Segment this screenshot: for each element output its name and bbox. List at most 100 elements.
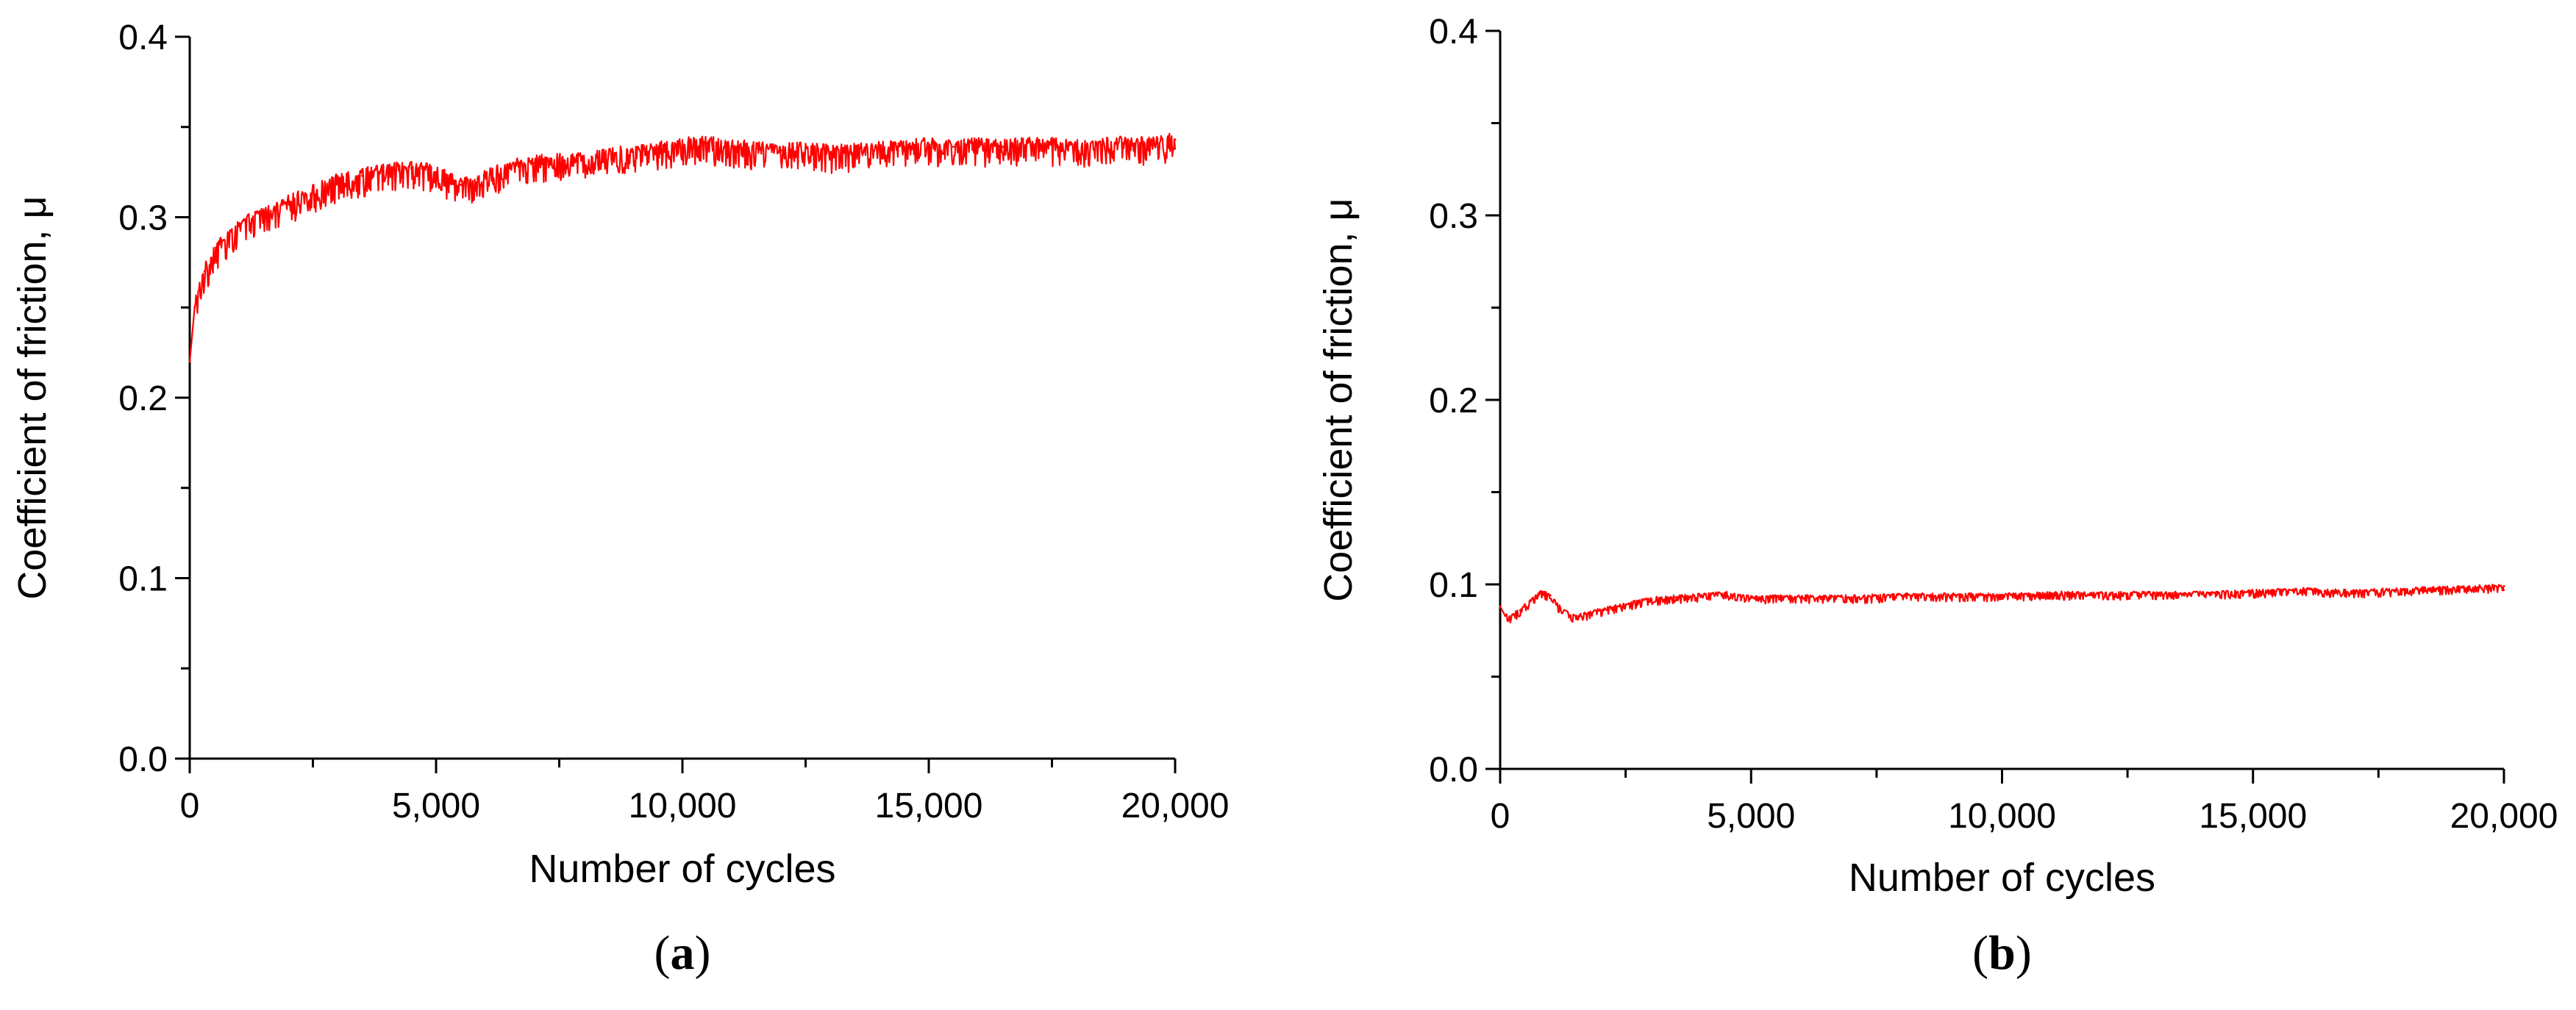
y-tick-label: 0.1 bbox=[118, 560, 168, 599]
chart-panel-b: 0 5,000 10,000 15,000 20,000 0.0 0.1 0.2 0.3 0.4 N… bbox=[1316, 12, 2558, 980]
x-tick-label: 20,000 bbox=[2450, 797, 2558, 836]
panel-label: (b) bbox=[1972, 926, 2032, 980]
x-tick-label: 15,000 bbox=[875, 787, 983, 825]
data-point bbox=[1539, 590, 1542, 593]
panel-label: (a) bbox=[654, 926, 711, 980]
data-point bbox=[218, 243, 221, 246]
data-point bbox=[2151, 592, 2154, 595]
data-point bbox=[632, 151, 635, 154]
data-point bbox=[1509, 616, 1512, 619]
data-point bbox=[533, 162, 536, 165]
data-point bbox=[779, 149, 782, 152]
data-point bbox=[1569, 615, 1572, 617]
data-point bbox=[903, 146, 905, 148]
data-point bbox=[854, 149, 856, 152]
x-tick-label: 0 bbox=[1491, 797, 1510, 836]
y-tick-label: 0.2 bbox=[118, 379, 168, 418]
data-point bbox=[2302, 589, 2305, 592]
x-tick-label: 15,000 bbox=[2199, 797, 2307, 836]
x-tick-label: 10,000 bbox=[1948, 797, 2056, 836]
data-point bbox=[1051, 143, 1053, 146]
data-point bbox=[1075, 146, 1078, 148]
data-point bbox=[657, 147, 659, 150]
data-point bbox=[1850, 596, 1853, 599]
data-point bbox=[977, 143, 980, 146]
data-point bbox=[410, 167, 413, 170]
data-point bbox=[1699, 594, 1702, 597]
x-tick-label: 20,000 bbox=[1121, 787, 1230, 825]
data-point bbox=[607, 153, 610, 156]
y-axis-title: Coefficient of friction, μ bbox=[1316, 198, 1360, 601]
y-tick-label: 0.4 bbox=[118, 18, 168, 57]
data-point bbox=[804, 147, 807, 150]
data-point bbox=[1900, 594, 1903, 597]
data-point bbox=[361, 174, 363, 177]
data-point bbox=[2051, 592, 2054, 595]
data-point bbox=[193, 306, 196, 309]
data-point bbox=[2402, 589, 2405, 592]
data-point bbox=[1174, 138, 1177, 141]
data-point bbox=[2352, 590, 2355, 593]
data-point bbox=[2452, 587, 2455, 590]
x-tick-label: 10,000 bbox=[629, 787, 737, 825]
y-tick-label: 0.3 bbox=[1429, 197, 1478, 236]
data-point bbox=[952, 146, 955, 148]
data-point bbox=[1749, 596, 1752, 599]
data-point bbox=[1559, 607, 1562, 610]
x-tick-label: 0 bbox=[180, 787, 200, 825]
data-point bbox=[829, 151, 832, 154]
data-point bbox=[1649, 598, 1652, 601]
y-tick-label: 0.0 bbox=[118, 740, 168, 779]
series-line bbox=[1499, 584, 2505, 624]
data-point bbox=[1002, 146, 1004, 148]
y-tick-label: 0.0 bbox=[1429, 751, 1478, 789]
y-tick-label: 0.1 bbox=[1429, 566, 1478, 605]
data-point bbox=[2001, 594, 2003, 597]
data-point bbox=[509, 165, 511, 168]
x-axis-title: Number of cycles bbox=[529, 847, 835, 891]
data-point bbox=[1549, 594, 1552, 597]
data-point bbox=[385, 169, 388, 172]
data-point bbox=[1724, 592, 1727, 595]
data-point bbox=[706, 142, 708, 145]
data-point bbox=[238, 225, 240, 228]
data-point bbox=[558, 158, 560, 161]
chart-panel-a: 0 5,000 10,000 15,000 20,000 0.0 0.1 0.2 0.3 0.4 N… bbox=[10, 18, 1229, 980]
data-point bbox=[1674, 596, 1677, 599]
data-point bbox=[1100, 143, 1102, 146]
y-axis-title: Coefficient of friction, μ bbox=[10, 196, 54, 599]
data-point bbox=[2252, 590, 2255, 593]
data-point bbox=[1599, 609, 1602, 612]
data-point bbox=[1579, 615, 1582, 617]
series-line bbox=[188, 132, 1177, 362]
data-point bbox=[484, 176, 487, 179]
data-point bbox=[2101, 592, 2104, 595]
data-point bbox=[203, 270, 206, 273]
data-point bbox=[1124, 142, 1127, 145]
data-point bbox=[1624, 604, 1627, 606]
y-tick-label: 0.2 bbox=[1429, 382, 1478, 420]
data-point bbox=[755, 147, 757, 150]
data-point bbox=[1504, 615, 1507, 617]
data-point bbox=[730, 146, 733, 148]
data-point bbox=[287, 201, 290, 204]
y-tick-label: 0.4 bbox=[1429, 12, 1478, 51]
data-point bbox=[1800, 596, 1802, 599]
data-point bbox=[582, 156, 585, 159]
data-point bbox=[336, 179, 339, 182]
data-point bbox=[312, 190, 314, 193]
data-point bbox=[681, 143, 684, 146]
data-point bbox=[2202, 592, 2204, 595]
data-point bbox=[188, 360, 191, 363]
data-point bbox=[1026, 142, 1029, 145]
data-point bbox=[1529, 600, 1532, 603]
data-point bbox=[460, 183, 462, 186]
data-point bbox=[263, 212, 265, 215]
data-point bbox=[1950, 594, 1953, 597]
data-point bbox=[1149, 143, 1152, 146]
x-tick-label: 5,000 bbox=[1707, 797, 1795, 836]
data-point bbox=[2502, 585, 2505, 588]
data-point bbox=[435, 171, 438, 173]
x-axis-title: Number of cycles bbox=[1849, 856, 2155, 900]
data-point bbox=[878, 147, 881, 150]
